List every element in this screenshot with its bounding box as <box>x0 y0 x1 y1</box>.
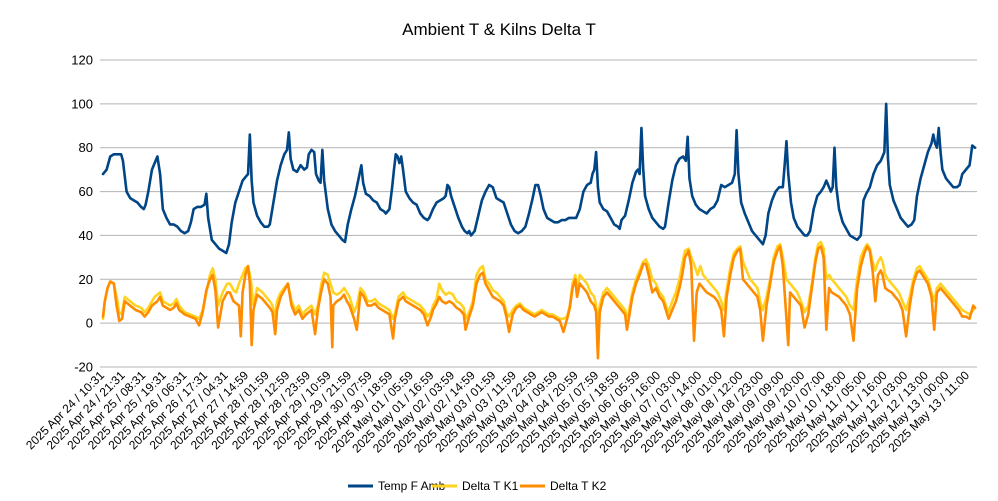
y-tick-label: 40 <box>79 228 93 243</box>
legend-label: Temp F Amb <box>378 479 446 493</box>
legend-item: Delta T K2 <box>520 479 607 493</box>
legend: Temp F Amb Delta T K1 Delta T K2 <box>348 479 607 493</box>
legend-item: Temp F Amb <box>348 479 446 493</box>
series-line-temp-f-amb <box>101 102 977 255</box>
gridlines <box>100 59 977 368</box>
y-tick-label: 100 <box>71 96 93 111</box>
series-line-delta-t-k2 <box>101 245 977 360</box>
y-tick-label: -20 <box>74 360 93 375</box>
legend-label: Delta T K1 <box>462 479 519 493</box>
y-tick-label: 120 <box>71 53 93 68</box>
y-tick-label: 80 <box>79 140 93 155</box>
y-tick-label: 20 <box>79 272 93 287</box>
legend-item: Delta T K1 <box>432 479 519 493</box>
y-tick-label: 60 <box>79 184 93 199</box>
series-line-delta-t-k1 <box>101 240 977 325</box>
y-axis-tick-labels: -20 0 20 40 60 80 100 120 <box>71 53 93 375</box>
y-tick-label: 0 <box>86 316 93 331</box>
chart-title: Ambient T & Kilns Delta T <box>402 20 596 39</box>
legend-label: Delta T K2 <box>550 479 607 493</box>
series-lines <box>101 102 977 360</box>
